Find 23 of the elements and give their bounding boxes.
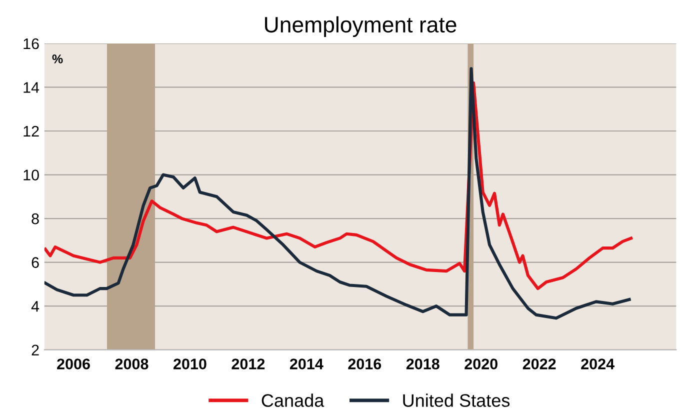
x-tick-label: 2010 [174,358,206,370]
y-tick-label: 16 [24,38,39,50]
y-tick-label: 14 [24,82,40,93]
x-tick-label: 2012 [232,358,265,370]
annotation: % [52,54,63,64]
x-tick-label: 2022 [522,358,556,370]
y-tick-label: 2 [32,344,39,356]
x-tick-label: 2006 [57,358,90,370]
y-tick-label: 8 [32,213,39,224]
x-tick-label: 2018 [406,358,440,370]
x-tick-label: 2020 [464,358,498,370]
chart-title: Unemployment rate [265,16,456,37]
x-tick-label: 2014 [290,358,324,370]
y-tick-label: 6 [32,257,39,268]
legend-label: United States [403,394,510,407]
y-tick-label: 12 [24,126,39,137]
x-tick-label: 2008 [115,358,148,370]
y-tick-label: 4 [31,301,40,312]
line-series [44,67,631,320]
y-tick-label: 10 [24,170,39,180]
legend-label: Canada [262,394,324,407]
x-tick-label: 2016 [348,358,382,370]
x-tick-label: 2024 [581,358,614,370]
